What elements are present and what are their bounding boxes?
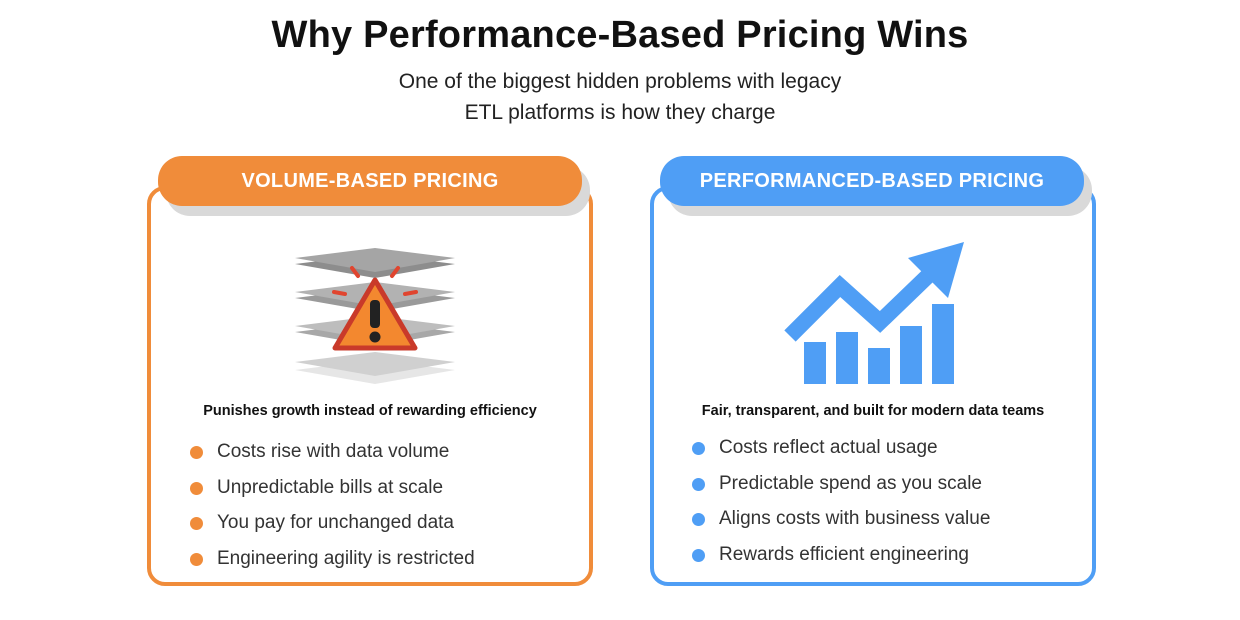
list-item: Predictable spend as you scale	[692, 472, 990, 508]
page-title: Why Performance-Based Pricing Wins	[271, 14, 969, 56]
volume-pricing-bullets: Costs rise with data volume Unpredictabl…	[190, 440, 475, 582]
subtitle-line-1: One of the biggest hidden problems with …	[398, 70, 842, 93]
bullet-dot-icon	[692, 548, 705, 562]
list-item: You pay for unchanged data	[190, 511, 475, 547]
list-item: Costs reflect actual usage	[692, 436, 990, 472]
subtitle-line-2: ETL platforms is how they charge	[464, 101, 776, 124]
volume-pricing-label: VOLUME-BASED PRICING	[158, 156, 582, 206]
bullet-dot-icon	[190, 446, 203, 459]
performance-pricing-summary: Fair, transparent, and built for modern …	[701, 403, 1045, 419]
stacked-layers-warning-icon	[290, 244, 460, 399]
list-item: Costs rise with data volume	[190, 440, 475, 476]
list-item: Unpredictable bills at scale	[190, 476, 475, 512]
list-item: Aligns costs with business value	[692, 507, 990, 543]
performance-pricing-label: PERFORMANCED-BASED PRICING	[660, 156, 1084, 206]
bullet-dot-icon	[692, 442, 705, 455]
bullet-dot-icon	[692, 513, 705, 526]
page-subtitle: One of the biggest hidden problems with …	[0, 66, 1240, 128]
bullet-dot-icon	[692, 477, 705, 491]
volume-pricing-summary: Punishes growth instead of rewarding eff…	[203, 403, 537, 419]
bullet-dot-icon	[190, 552, 203, 566]
bullet-dot-icon	[190, 481, 203, 495]
growth-chart-arrow-icon	[780, 240, 974, 395]
performance-pricing-bullets: Costs reflect actual usage Predictable s…	[692, 436, 990, 578]
list-item: Engineering agility is restricted	[190, 547, 475, 583]
list-item: Rewards efficient engineering	[692, 543, 990, 579]
bullet-dot-icon	[190, 517, 203, 530]
